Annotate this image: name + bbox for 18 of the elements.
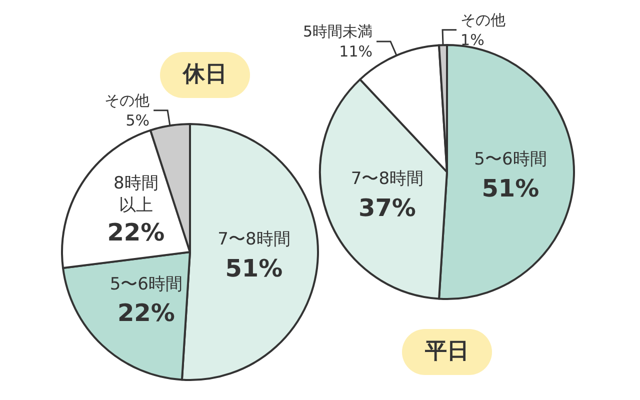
data-label: 51% <box>482 174 540 203</box>
data-label: 51% <box>225 254 283 283</box>
slice-label: 5〜6時間 <box>110 274 183 294</box>
chart-title: 休日 <box>182 62 227 88</box>
slice-label: その他 <box>460 10 506 29</box>
slice-label: 5〜6時間 <box>474 150 547 170</box>
data-label: 1% <box>460 30 484 49</box>
slice-label: 8時間以上 <box>114 173 158 216</box>
text: 平日 <box>424 339 469 364</box>
slice-label: 7〜8時間 <box>218 230 290 250</box>
data-label: 22% <box>107 218 165 246</box>
data-label: 5% <box>126 112 150 130</box>
data-label: 11% <box>339 42 373 61</box>
slice-label: 5時間未満 <box>302 22 373 41</box>
slice-label: 7〜8時間 <box>350 169 424 190</box>
slice-label: その他 <box>104 92 150 110</box>
data-label: 22% <box>117 299 175 328</box>
data-label: 37% <box>358 194 416 222</box>
